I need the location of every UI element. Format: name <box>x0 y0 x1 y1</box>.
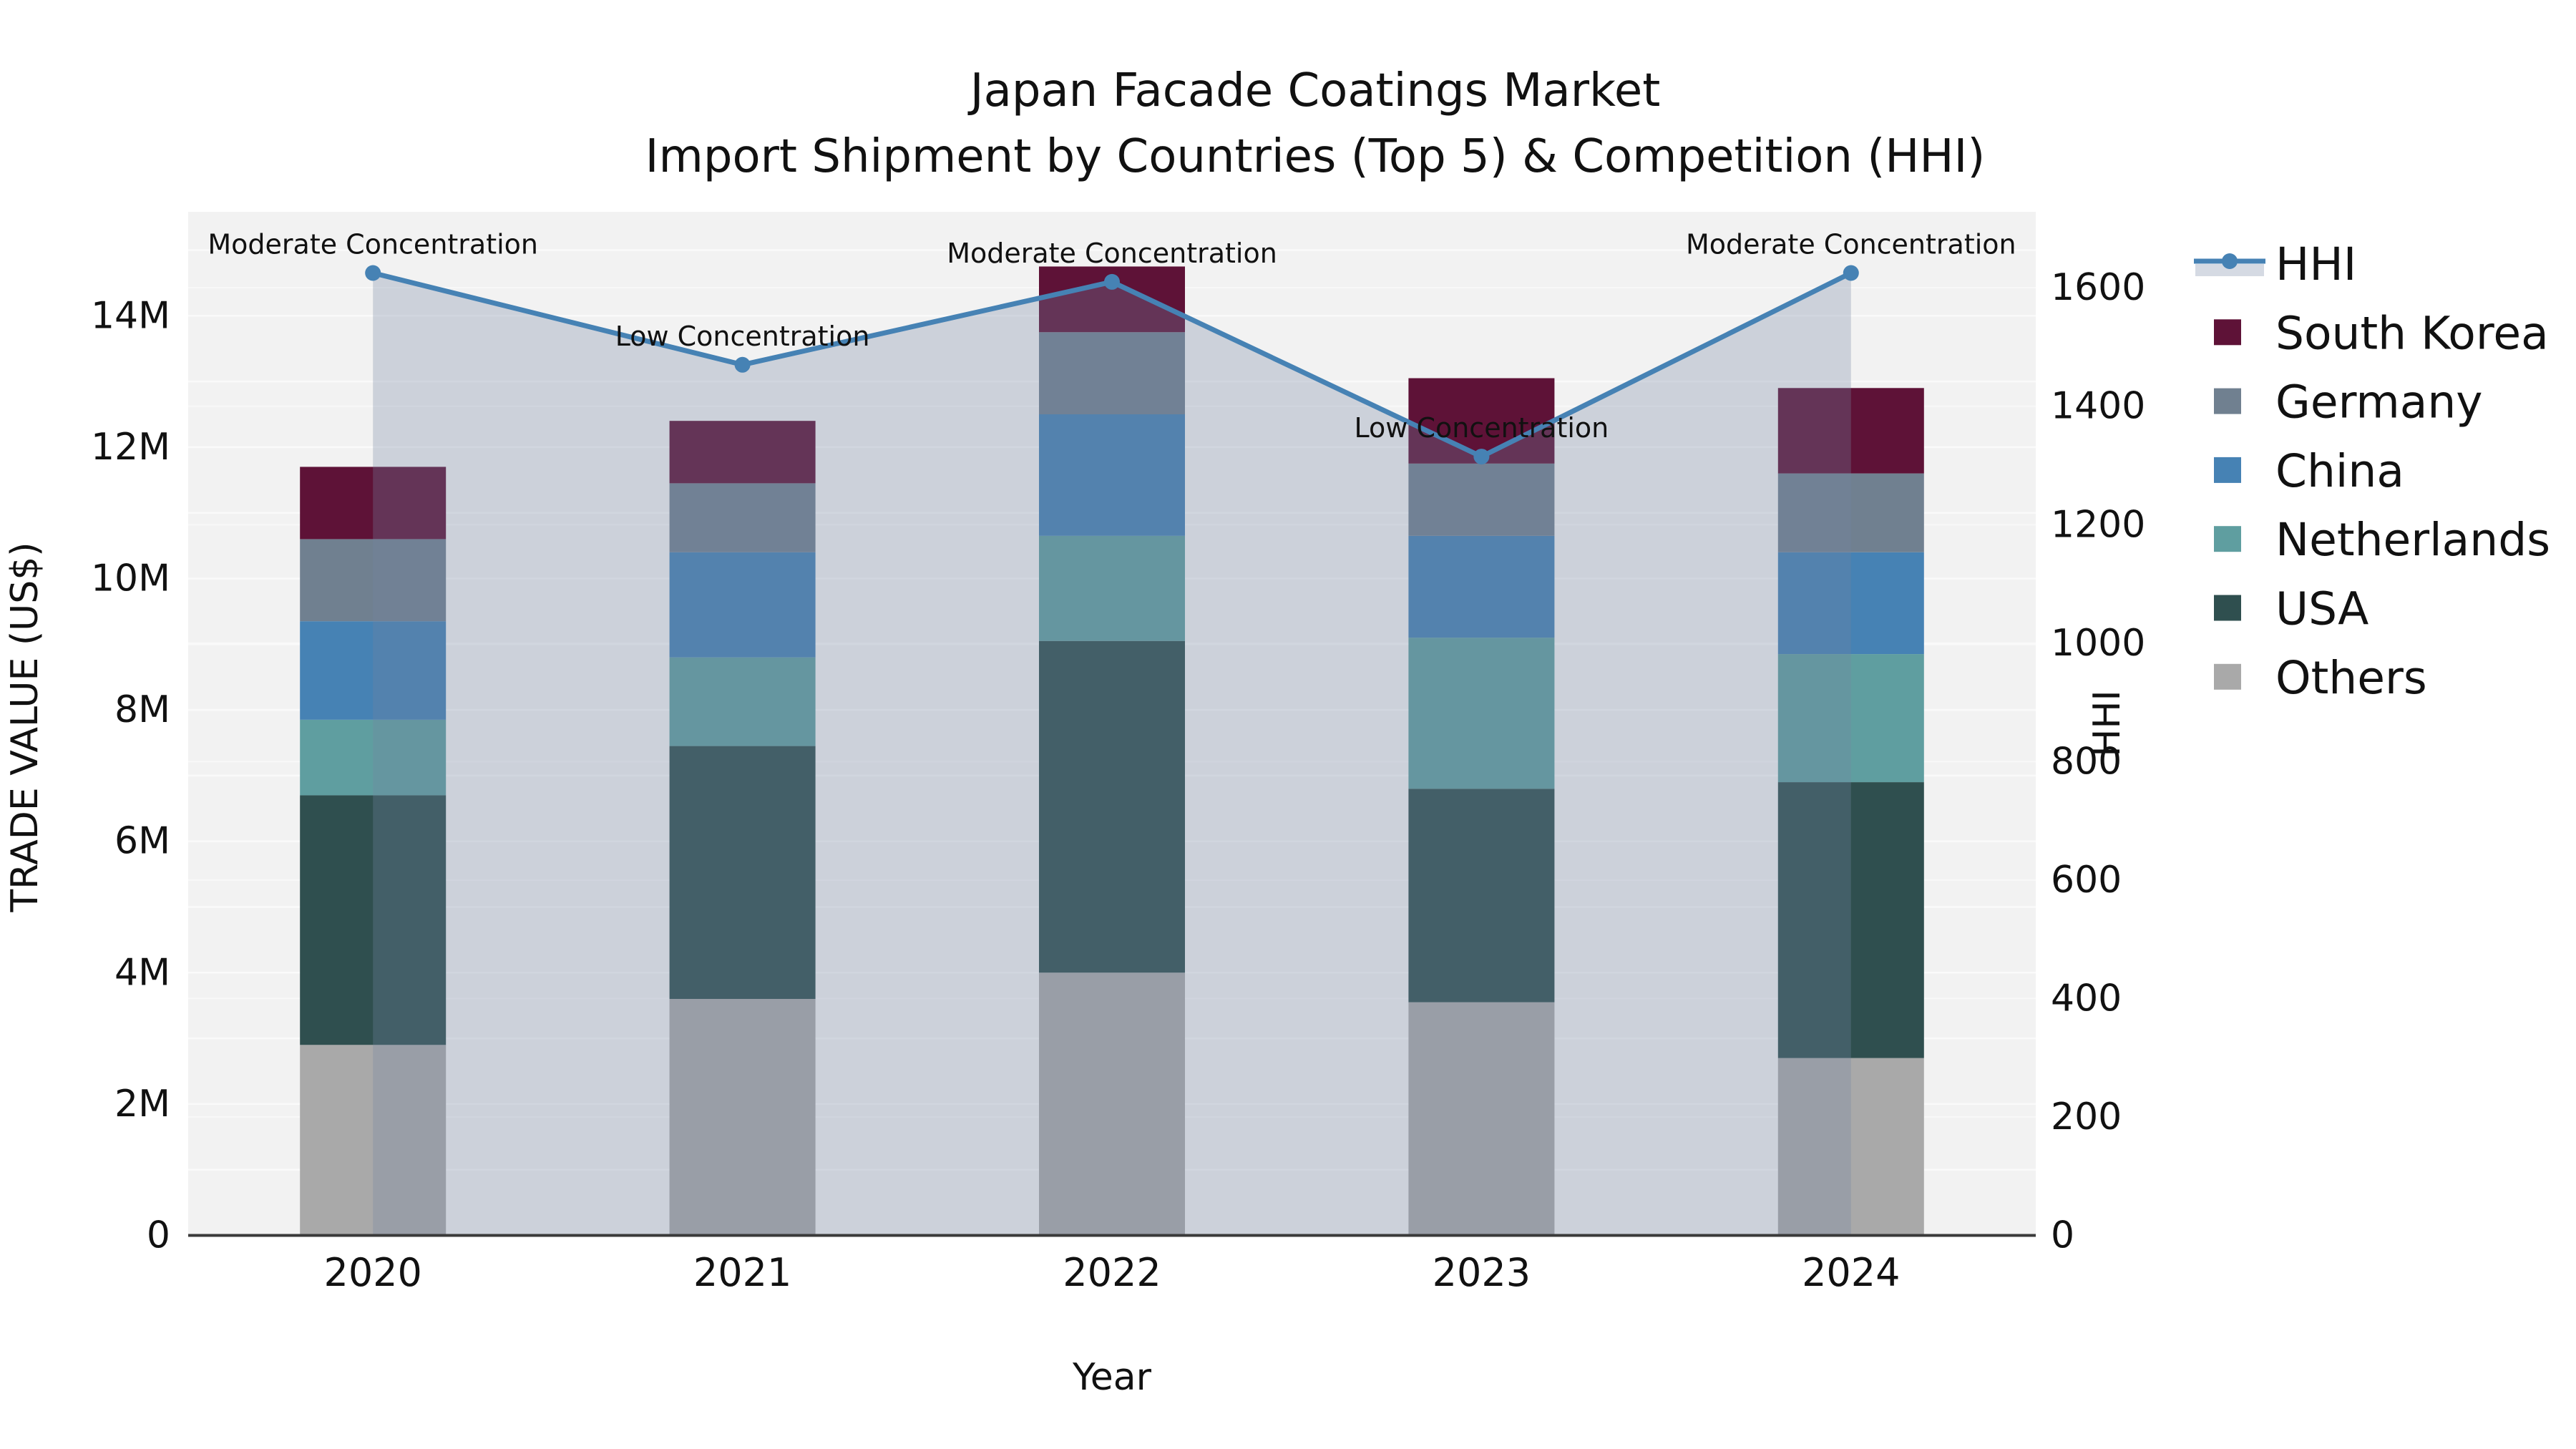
annotation-2021: Low Concentration <box>615 321 870 352</box>
y-left-axis-title: TRADE VALUE (US$) <box>4 542 47 912</box>
bar-segment-usa-2022[interactable] <box>1039 640 1185 973</box>
x-tick-2024: 2024 <box>1802 1250 1900 1295</box>
hhi-marker-symbol <box>2222 253 2238 269</box>
y-left-tick-14M: 14M <box>91 294 170 337</box>
y-right-tick-0: 0 <box>2051 1214 2074 1257</box>
hhi-marker-2022[interactable] <box>1104 273 1120 290</box>
legend-item-germany[interactable]: Germany <box>2214 376 2483 429</box>
legend-swatch-netherlands <box>2214 526 2241 552</box>
y-right-tick-1000: 1000 <box>2051 622 2145 665</box>
x-axis-title: Year <box>1072 1356 1152 1399</box>
bar-segment-china-2022[interactable] <box>1039 414 1185 536</box>
y-left-tick-12M: 12M <box>91 426 170 469</box>
legend-swatch-china <box>2214 457 2241 483</box>
bar-segment-netherlands-2023[interactable] <box>1408 638 1555 789</box>
annotation-2023: Low Concentration <box>1355 412 1609 444</box>
bar-segment-usa-2023[interactable] <box>1408 789 1555 1002</box>
legend-swatch-others <box>2214 663 2241 690</box>
bar-segment-usa-2020[interactable] <box>300 795 447 1045</box>
bar-segment-netherlands-2021[interactable] <box>669 657 816 746</box>
y-right-tick-1200: 1200 <box>2051 503 2145 546</box>
legend-item-hhi[interactable]: HHI <box>2194 238 2356 291</box>
bar-segment-usa-2024[interactable] <box>1777 782 1924 1058</box>
y-right-tick-200: 200 <box>2051 1096 2122 1138</box>
bar-segment-germany-2024[interactable] <box>1777 473 1924 552</box>
bar-segment-germany-2022[interactable] <box>1039 332 1185 414</box>
bar-segment-others-2024[interactable] <box>1777 1058 1924 1236</box>
legend-item-netherlands[interactable]: Netherlands <box>2214 514 2550 566</box>
y-right-tick-1600: 1600 <box>2051 266 2145 309</box>
y-left-tick-6M: 6M <box>114 820 170 863</box>
bar-segment-others-2020[interactable] <box>300 1045 447 1236</box>
bar-segment-china-2020[interactable] <box>300 621 447 720</box>
legend-label-usa: USA <box>2275 583 2368 635</box>
annotation-2020: Moderate Concentration <box>208 228 538 260</box>
legend-label-south-korea: South Korea <box>2275 307 2549 359</box>
chart-title-line2: Import Shipment by Countries (Top 5) & C… <box>645 130 1986 183</box>
x-tick-2022: 2022 <box>1063 1250 1161 1295</box>
y-left-tick-2M: 2M <box>114 1083 170 1126</box>
x-tick-2020: 2020 <box>323 1250 421 1295</box>
bar-segment-china-2023[interactable] <box>1408 535 1555 638</box>
legend-swatch-south-korea <box>2214 319 2241 346</box>
legend-label-germany: Germany <box>2275 376 2483 429</box>
y-right-tick-600: 600 <box>2051 859 2122 902</box>
y-left-tick-8M: 8M <box>114 688 170 731</box>
bar-segment-south-korea-2020[interactable] <box>300 467 447 540</box>
bar-segment-south-korea-2024[interactable] <box>1777 388 1924 474</box>
y-right-tick-1400: 1400 <box>2051 385 2145 428</box>
bar-segment-others-2021[interactable] <box>669 999 816 1236</box>
legend-label-others: Others <box>2275 652 2427 704</box>
legend-swatch-usa <box>2214 595 2241 621</box>
legend-label-netherlands: Netherlands <box>2275 514 2550 566</box>
legend-item-china[interactable]: China <box>2214 445 2404 497</box>
bar-segment-germany-2021[interactable] <box>669 483 816 552</box>
x-tick-2021: 2021 <box>693 1250 791 1295</box>
y-right-tick-400: 400 <box>2051 977 2122 1020</box>
hhi-area-fill <box>373 273 1851 1236</box>
bar-segment-others-2022[interactable] <box>1039 972 1185 1236</box>
annotation-2024: Moderate Concentration <box>1686 228 2016 260</box>
y-left-tick-10M: 10M <box>91 557 170 600</box>
legend: HHI South Korea Germany China Netherlands USA… <box>2194 238 2550 704</box>
hhi-marker-2021[interactable] <box>734 356 751 373</box>
bar-segment-usa-2021[interactable] <box>669 746 816 1000</box>
hhi-marker-2024[interactable] <box>1843 265 1859 281</box>
legend-item-others[interactable]: Others <box>2214 652 2427 704</box>
legend-label-china: China <box>2275 445 2404 497</box>
x-tick-2023: 2023 <box>1433 1250 1531 1295</box>
y-right-axis-title: HHI <box>2086 690 2129 757</box>
legend-item-south-korea[interactable]: South Korea <box>2214 307 2549 359</box>
y-left-tick-0: 0 <box>147 1214 170 1257</box>
legend-label-hhi: HHI <box>2275 238 2356 291</box>
chart-title-line1: Japan Facade Coatings Market <box>967 64 1661 117</box>
bar-segment-south-korea-2021[interactable] <box>669 421 816 484</box>
annotation-2022: Moderate Concentration <box>947 238 1277 269</box>
bar-segment-china-2021[interactable] <box>669 552 816 658</box>
hhi-marker-2020[interactable] <box>365 265 381 281</box>
plot-area: 0 2M 4M 6M 8M 10M 12M 14M 0 200 400 600 800 1000 1200 1… <box>91 212 2145 1295</box>
hhi-fill-symbol <box>2195 264 2264 276</box>
legend-swatch-germany <box>2214 388 2241 414</box>
bar-segment-netherlands-2022[interactable] <box>1039 535 1185 641</box>
y-right-tick-800: 800 <box>2051 740 2122 783</box>
hhi-marker-2023[interactable] <box>1473 449 1490 465</box>
bar-segment-china-2024[interactable] <box>1777 552 1924 655</box>
bar-segment-germany-2023[interactable] <box>1408 463 1555 536</box>
legend-item-usa[interactable]: USA <box>2214 583 2368 635</box>
bar-segment-netherlands-2020[interactable] <box>300 719 447 796</box>
bar-segment-others-2023[interactable] <box>1408 1002 1555 1236</box>
bar-segment-germany-2020[interactable] <box>300 539 447 622</box>
y-left-tick-4M: 4M <box>114 951 170 994</box>
bar-segment-netherlands-2024[interactable] <box>1777 654 1924 783</box>
